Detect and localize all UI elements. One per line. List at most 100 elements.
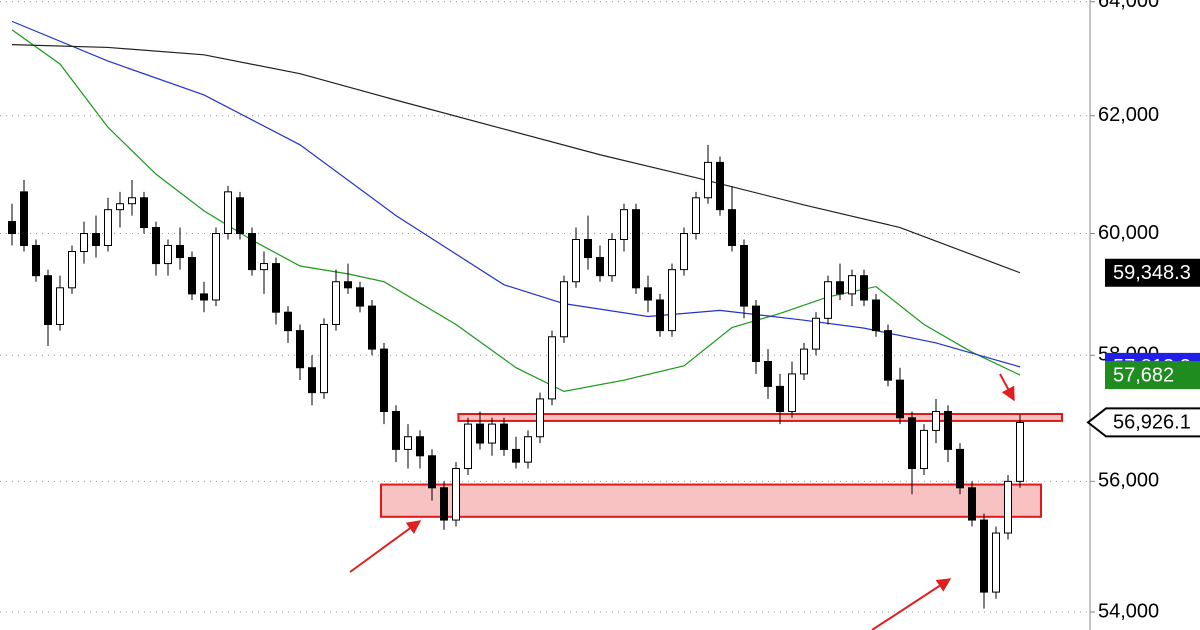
candle-body [716, 161, 724, 211]
price-label-box [1105, 361, 1200, 390]
candle-body [44, 275, 52, 325]
candle-body [836, 281, 844, 295]
candle-body [488, 423, 496, 444]
candle-body [140, 197, 148, 229]
candle-body [944, 410, 952, 450]
candle-body [332, 281, 340, 325]
candle-body [200, 293, 208, 301]
arrow [349, 520, 422, 573]
candle-body [80, 233, 88, 253]
candle-body [188, 257, 196, 295]
candle-body [152, 227, 160, 265]
candle-body [788, 373, 796, 412]
annotation-arrows [349, 373, 1015, 630]
candle-body [344, 281, 352, 289]
y-tick-label: 56,000 [1098, 470, 1159, 492]
candles [8, 144, 1024, 609]
candle-body [512, 448, 520, 463]
candle-body [656, 299, 664, 332]
candle-body [920, 429, 928, 470]
support-zone [380, 483, 1042, 518]
candle-body [368, 305, 376, 350]
candle-body [596, 257, 604, 277]
arrow [871, 578, 952, 630]
candle-body [308, 367, 316, 394]
candle-body [116, 203, 124, 211]
candle-body [464, 423, 472, 470]
candle-body [8, 221, 16, 235]
last-price-box [1086, 407, 1200, 438]
candle-body [584, 239, 592, 259]
candle-body [296, 330, 304, 369]
candle-body [224, 191, 232, 235]
candle-body [884, 330, 892, 381]
candle-body [404, 436, 412, 450]
candle-body [872, 299, 880, 332]
candle-body [572, 239, 580, 283]
candle-body [956, 448, 964, 489]
y-tick-label: 62,000 [1098, 104, 1159, 126]
candle-body [812, 317, 820, 350]
candle-body [380, 348, 388, 412]
support-zone [457, 412, 1063, 422]
moving-average-line [11, 43, 1021, 274]
candle-body [260, 263, 268, 271]
candle-body [500, 423, 508, 450]
candle-body [236, 197, 244, 235]
y-tick-label: 60,000 [1098, 222, 1159, 244]
candle-body [908, 417, 916, 470]
candle-body [1004, 480, 1012, 534]
candle-body [356, 287, 364, 307]
moving-averages [11, 20, 1021, 393]
candle-body [68, 251, 76, 289]
arrow [999, 373, 1015, 402]
y-tick-label: 54,000 [1098, 600, 1159, 622]
price-label: 59,348.3 [1113, 262, 1191, 284]
candle-body [428, 455, 436, 489]
candle-body [764, 360, 772, 387]
candle-body [20, 191, 28, 247]
candle-body [560, 281, 568, 338]
candle-body [800, 348, 808, 375]
moving-average-line [11, 29, 1021, 393]
candle-body [1016, 421, 1024, 482]
candle-body [536, 398, 544, 438]
candle-body [824, 281, 832, 319]
candle-body [848, 275, 856, 295]
candle-body [164, 245, 172, 265]
zones [380, 412, 1063, 518]
candle-body [980, 519, 988, 593]
candle-body [680, 233, 688, 271]
candle-body [476, 423, 484, 444]
candle-body [128, 197, 136, 205]
candle-body [392, 410, 400, 450]
candle-body [320, 323, 328, 394]
candle-body [740, 245, 748, 307]
candle-body [992, 532, 1000, 593]
candle-body [548, 336, 556, 400]
candle-body [632, 209, 640, 289]
candle-body [284, 311, 292, 332]
candle-body [176, 245, 184, 259]
candle-body [212, 233, 220, 301]
candle-body [416, 436, 424, 457]
candle-body [524, 436, 532, 463]
candle-body [440, 487, 448, 521]
candle-body [92, 233, 100, 247]
candle-body [692, 197, 700, 235]
candle-body [104, 209, 112, 247]
candle-body [728, 209, 736, 247]
price-label: 57,682 [1113, 364, 1174, 386]
price-label-box [1105, 258, 1200, 287]
candle-body [776, 385, 784, 412]
candle-body [644, 287, 652, 301]
candle-body [272, 263, 280, 313]
candle-body [668, 269, 676, 332]
grid [0, 1, 1090, 613]
moving-average-line [11, 20, 1021, 368]
candle-body [32, 245, 40, 277]
candle-body [968, 487, 976, 521]
